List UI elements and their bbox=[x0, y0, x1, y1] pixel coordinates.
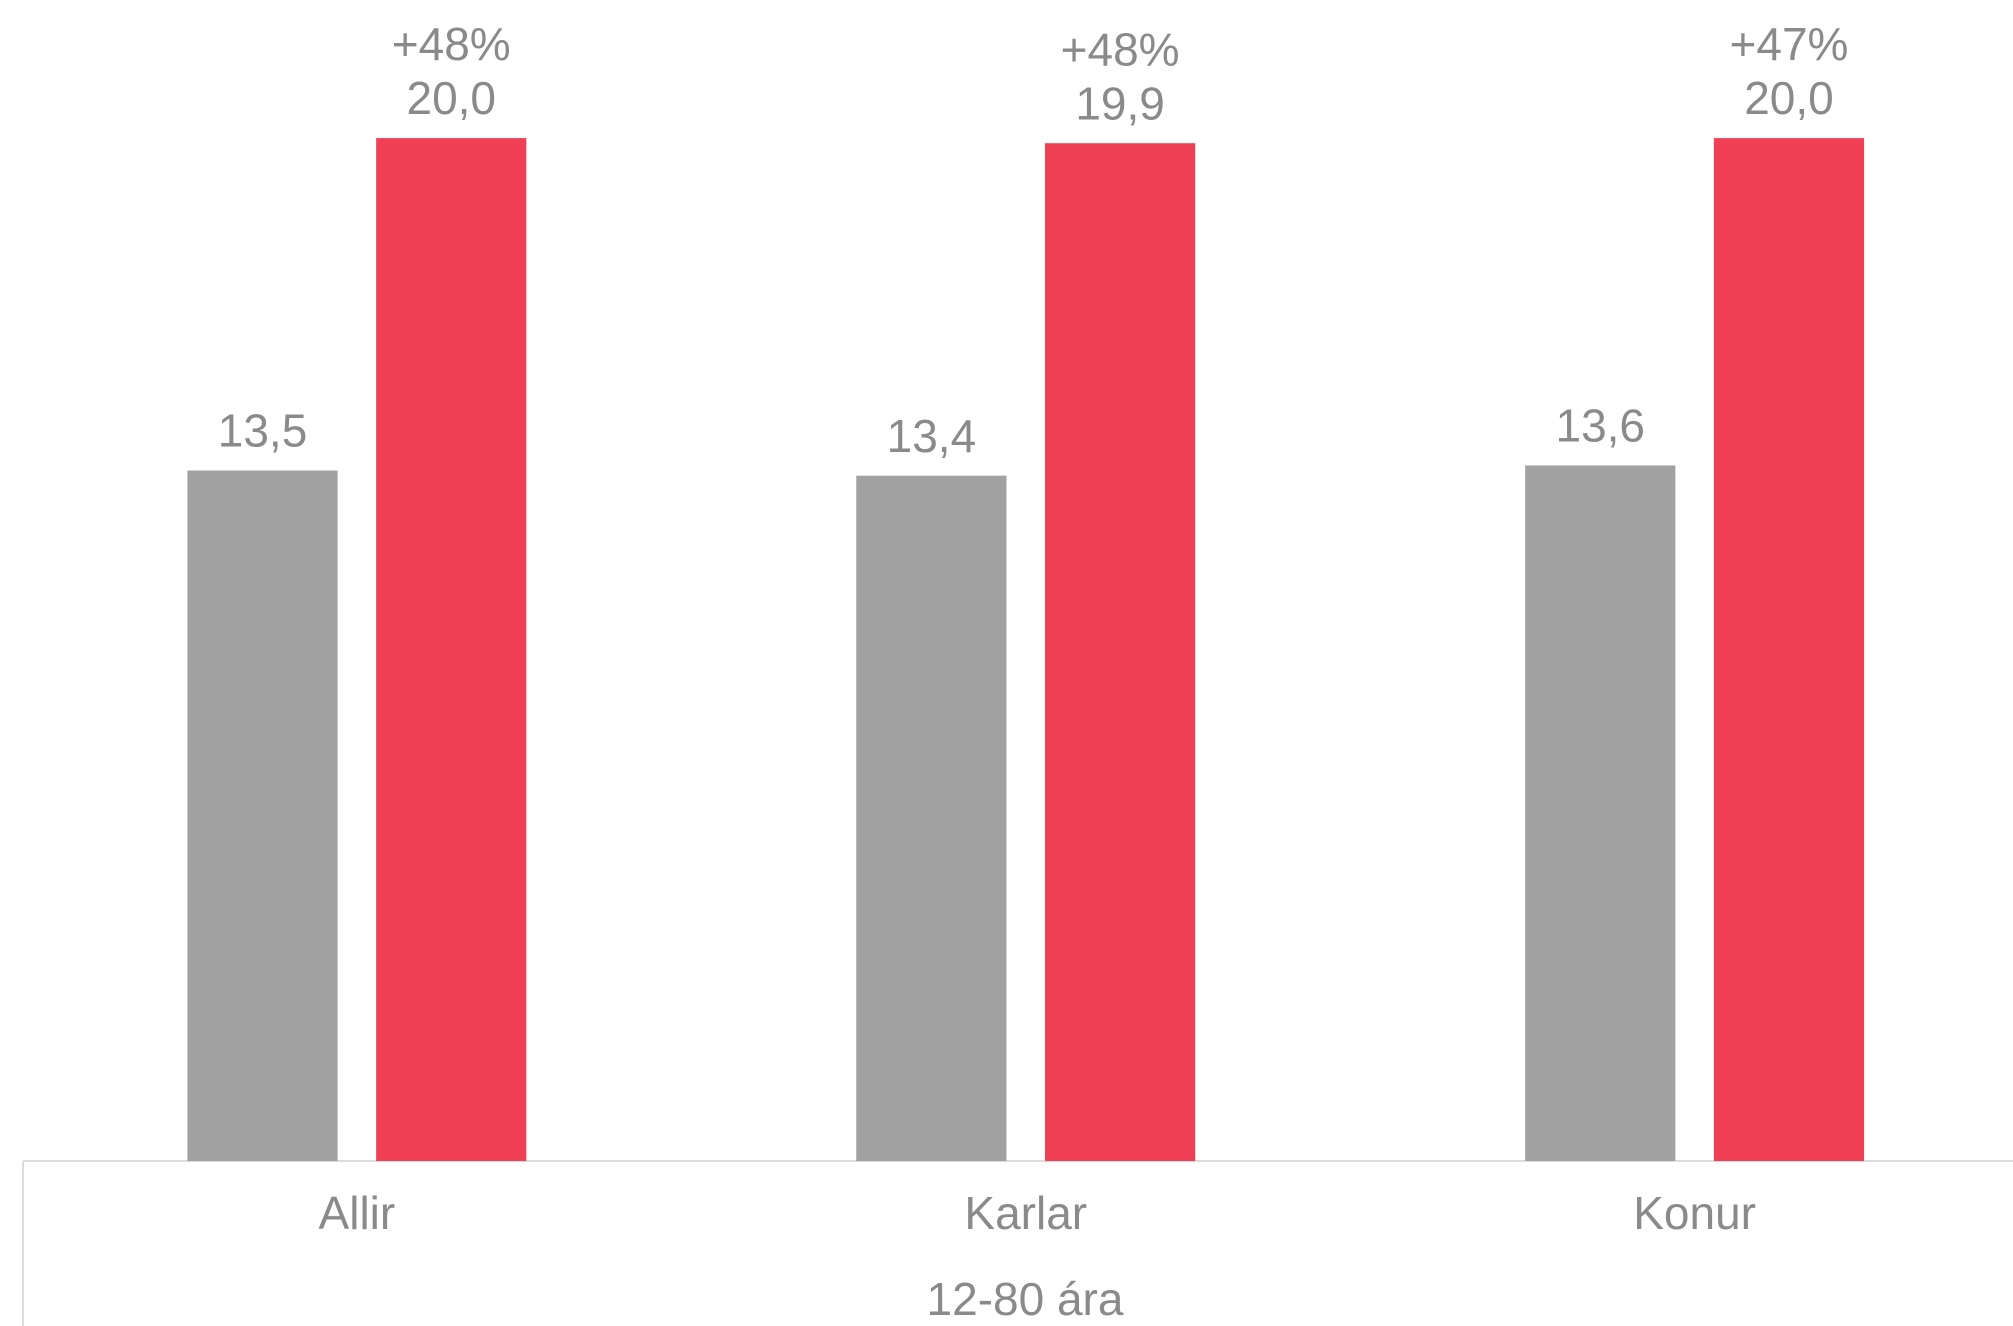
bar bbox=[1525, 465, 1676, 1161]
bar bbox=[1045, 143, 1196, 1162]
bar bbox=[376, 138, 527, 1161]
data-label: 19,9 bbox=[1075, 77, 1165, 129]
x-tick-label: Allir bbox=[319, 1187, 396, 1239]
x-tick-label: Karlar bbox=[964, 1187, 1087, 1239]
change-label: +48% bbox=[1061, 23, 1180, 75]
change-label: +48% bbox=[392, 18, 511, 70]
data-label: 20,0 bbox=[1744, 72, 1834, 124]
data-label: 13,4 bbox=[887, 410, 977, 462]
data-label: 13,5 bbox=[218, 405, 308, 457]
data-label: 13,6 bbox=[1555, 400, 1645, 452]
bar bbox=[856, 475, 1007, 1161]
bar bbox=[187, 470, 338, 1161]
bar bbox=[1713, 138, 1865, 1161]
change-label: +47% bbox=[1730, 18, 1849, 70]
x-tick-label: Konur bbox=[1633, 1187, 1756, 1239]
x-axis-label: 12-80 ára bbox=[927, 1273, 1124, 1325]
data-label: 20,0 bbox=[406, 72, 496, 124]
